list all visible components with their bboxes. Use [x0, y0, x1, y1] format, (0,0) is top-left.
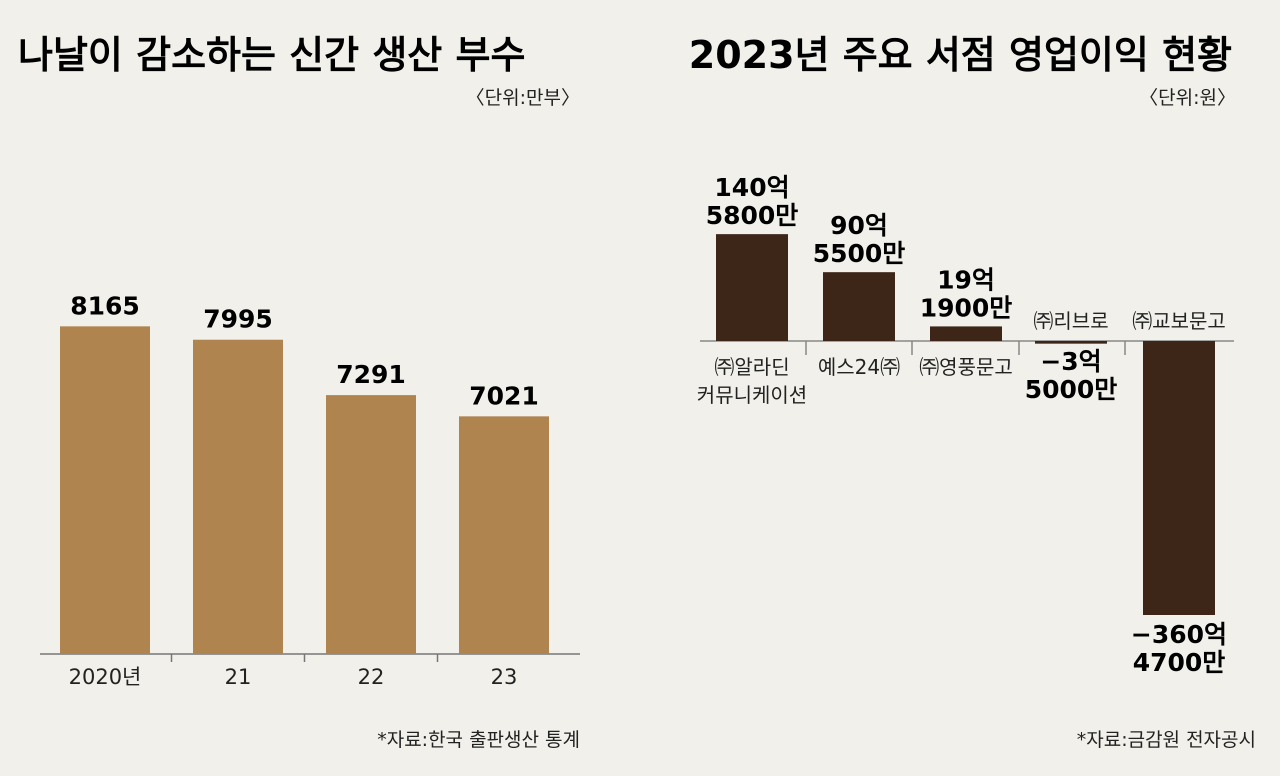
left-bar-1	[193, 339, 283, 654]
right-chart-title: 2023년 주요 서점 영업이익 현황	[689, 33, 1232, 77]
right-chart-unit: 〈단위:원〉	[1139, 87, 1236, 109]
left-tick-3: 23	[491, 665, 518, 689]
left-bar-value-2: 7291	[336, 360, 406, 389]
right-bar-value-1-0: 90억	[830, 211, 888, 240]
right-bar-4	[1143, 341, 1215, 615]
right-bar-3	[1035, 341, 1107, 344]
left-bar-value-3: 7021	[469, 381, 539, 410]
right-category-4-0: ㈜교보문고	[1132, 309, 1226, 333]
left-tick-1: 21	[225, 665, 252, 689]
right-bar-value-2-0: 19억	[937, 265, 995, 294]
right-bar-2	[930, 326, 1002, 341]
left-chart-source: *자료:한국 출판생산 통계	[377, 729, 580, 751]
left-chart-unit: 〈단위:만부〉	[466, 87, 580, 109]
right-category-0-0: ㈜알라딘	[714, 355, 789, 379]
right-bar-value-3-0: −3억	[1040, 347, 1101, 376]
right-bar-value-0-0: 140억	[714, 173, 789, 202]
left-chart-marks: 8165 2020년 7995 21 7291 22 7021 23	[40, 291, 580, 689]
left-bar-0	[60, 326, 150, 654]
right-bar-value-4-0: −360억	[1131, 620, 1227, 649]
left-bar-2	[326, 395, 416, 654]
left-bar-value-1: 7995	[203, 305, 273, 334]
left-chart-title: 나날이 감소하는 신간 생산 부수	[18, 33, 525, 77]
right-bar-value-2-1: 1900만	[920, 293, 1013, 322]
right-bar-value-0-1: 5800만	[706, 201, 799, 230]
right-bar-0	[716, 234, 788, 341]
right-category-2-0: ㈜영풍문고	[919, 355, 1013, 379]
left-tick-2: 22	[358, 665, 385, 689]
right-category-3-0: ㈜리브로	[1033, 309, 1108, 333]
right-bar-value-1-1: 5500만	[813, 239, 906, 268]
left-bar-3	[459, 416, 549, 654]
right-category-1-0: 예스24㈜	[818, 355, 900, 379]
right-bar-1	[823, 272, 895, 341]
left-tick-0: 2020년	[69, 665, 142, 689]
right-bar-value-4-1: 4700만	[1133, 648, 1226, 677]
right-bar-value-3-1: 5000만	[1025, 375, 1118, 404]
left-bar-value-0: 8165	[70, 291, 140, 320]
right-chart-source: *자료:금감원 전자공시	[1077, 729, 1256, 751]
right-category-0-1: 커뮤니케이션	[697, 383, 807, 407]
